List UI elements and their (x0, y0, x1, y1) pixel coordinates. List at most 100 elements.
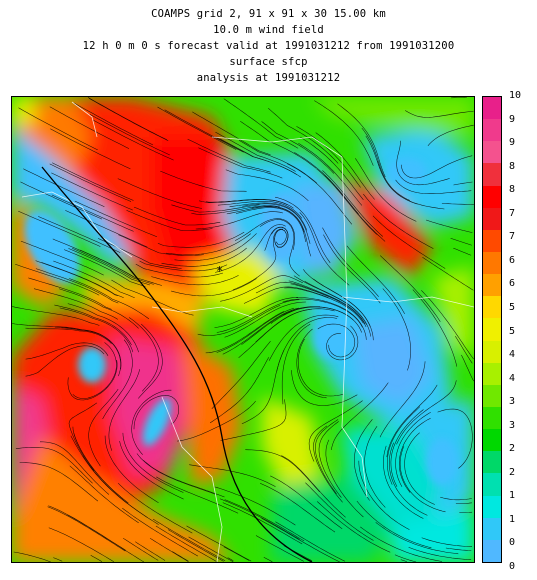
streamline (296, 297, 367, 340)
streamline (15, 264, 100, 296)
colorbar-tick-label: 1 (509, 513, 516, 525)
colorbar-labels: 10 9 9 8 8 7 7 6 6 5 5 4 4 3 3 2 2 1 1 0 0 (509, 90, 537, 572)
streamline (450, 237, 472, 246)
streamline (191, 205, 281, 215)
streamline (216, 307, 295, 353)
streamline (28, 277, 112, 310)
colorbar-tick-label: 8 (509, 184, 516, 196)
colorbar-tick-label: 2 (509, 443, 516, 455)
streamline (68, 248, 150, 286)
streamline (102, 339, 133, 420)
streamline (255, 281, 340, 302)
streamline (383, 445, 424, 519)
colorbar-swatch (483, 429, 501, 452)
streamline (122, 432, 184, 493)
streamline (226, 206, 305, 232)
streamline (394, 554, 417, 562)
streamline (186, 525, 252, 562)
streamline (316, 501, 391, 553)
streamline (308, 400, 363, 462)
streamline (20, 240, 104, 276)
colorbar-tick-label: 9 (509, 113, 516, 125)
streamline (354, 419, 373, 501)
streamline (133, 395, 179, 430)
coastline-lines (21, 101, 474, 562)
header-analysis-time: analysis at 1991031212 (196, 72, 341, 84)
streamline (171, 204, 260, 213)
streamline (422, 256, 474, 291)
streamline (297, 338, 344, 397)
streamline (275, 521, 346, 562)
streamline (128, 317, 159, 392)
streamline (15, 447, 93, 484)
streamline (90, 466, 159, 525)
streamline (300, 136, 364, 200)
streamline (235, 207, 306, 242)
streamline (453, 247, 472, 256)
location-marker: * (216, 264, 223, 278)
colorbar-tick-label: 9 (509, 137, 516, 149)
streamline (72, 426, 124, 499)
streamline (324, 175, 386, 242)
streamline (220, 275, 304, 302)
colorbar-tick-label: 3 (509, 396, 516, 408)
streamline (355, 158, 417, 222)
streamline (399, 417, 431, 493)
streamline (287, 163, 353, 225)
streamline (305, 482, 374, 541)
colorbar-swatch (483, 384, 501, 407)
colorbar-tick-label: 2 (509, 466, 516, 478)
streamline (400, 559, 407, 562)
streamline (164, 109, 244, 153)
streamline (313, 425, 343, 503)
header-surface-field: surface sfcp (229, 56, 308, 68)
streamline (93, 120, 174, 161)
streamline (326, 325, 359, 361)
streamline (375, 522, 459, 555)
colorbar-tick-label: 4 (509, 372, 516, 384)
streamline (135, 541, 166, 561)
streamline (453, 181, 473, 186)
streamline (126, 210, 213, 231)
header-field-name: 10.0 m wind field (213, 24, 324, 36)
streamline (314, 100, 374, 166)
streamline (50, 128, 131, 170)
streamline (243, 286, 329, 304)
streamline (71, 248, 154, 285)
streamline (137, 323, 163, 399)
streamline (290, 283, 367, 328)
streamline (358, 460, 410, 530)
streamline (396, 380, 457, 445)
streamline (282, 298, 363, 328)
streamline (445, 547, 472, 551)
colorbar (482, 96, 502, 563)
colorbar-swatch (483, 97, 501, 120)
colorbar-swatch (483, 539, 501, 562)
colorbar-tick-label: 6 (509, 254, 516, 266)
streamline (215, 224, 286, 273)
streamline (412, 289, 458, 367)
streamline (241, 306, 321, 345)
streamline (49, 163, 132, 202)
streamline (119, 441, 184, 500)
streamline (325, 439, 364, 518)
streamline (455, 336, 473, 364)
streamline (455, 502, 472, 504)
streamline (90, 555, 103, 562)
streamline (252, 205, 312, 257)
streamline (25, 327, 112, 344)
colorbar-tick-label: 7 (509, 207, 516, 219)
streamline (20, 181, 103, 220)
streamline (405, 110, 474, 118)
streamline (135, 263, 224, 278)
streamline (323, 234, 381, 304)
streamline (52, 162, 134, 201)
streamline (223, 98, 299, 149)
streamline (372, 215, 446, 269)
streamline (421, 290, 474, 360)
streamline (240, 120, 317, 169)
streamline (389, 442, 428, 516)
streamline (174, 233, 257, 261)
streamline (318, 421, 342, 498)
streamline (322, 227, 379, 297)
